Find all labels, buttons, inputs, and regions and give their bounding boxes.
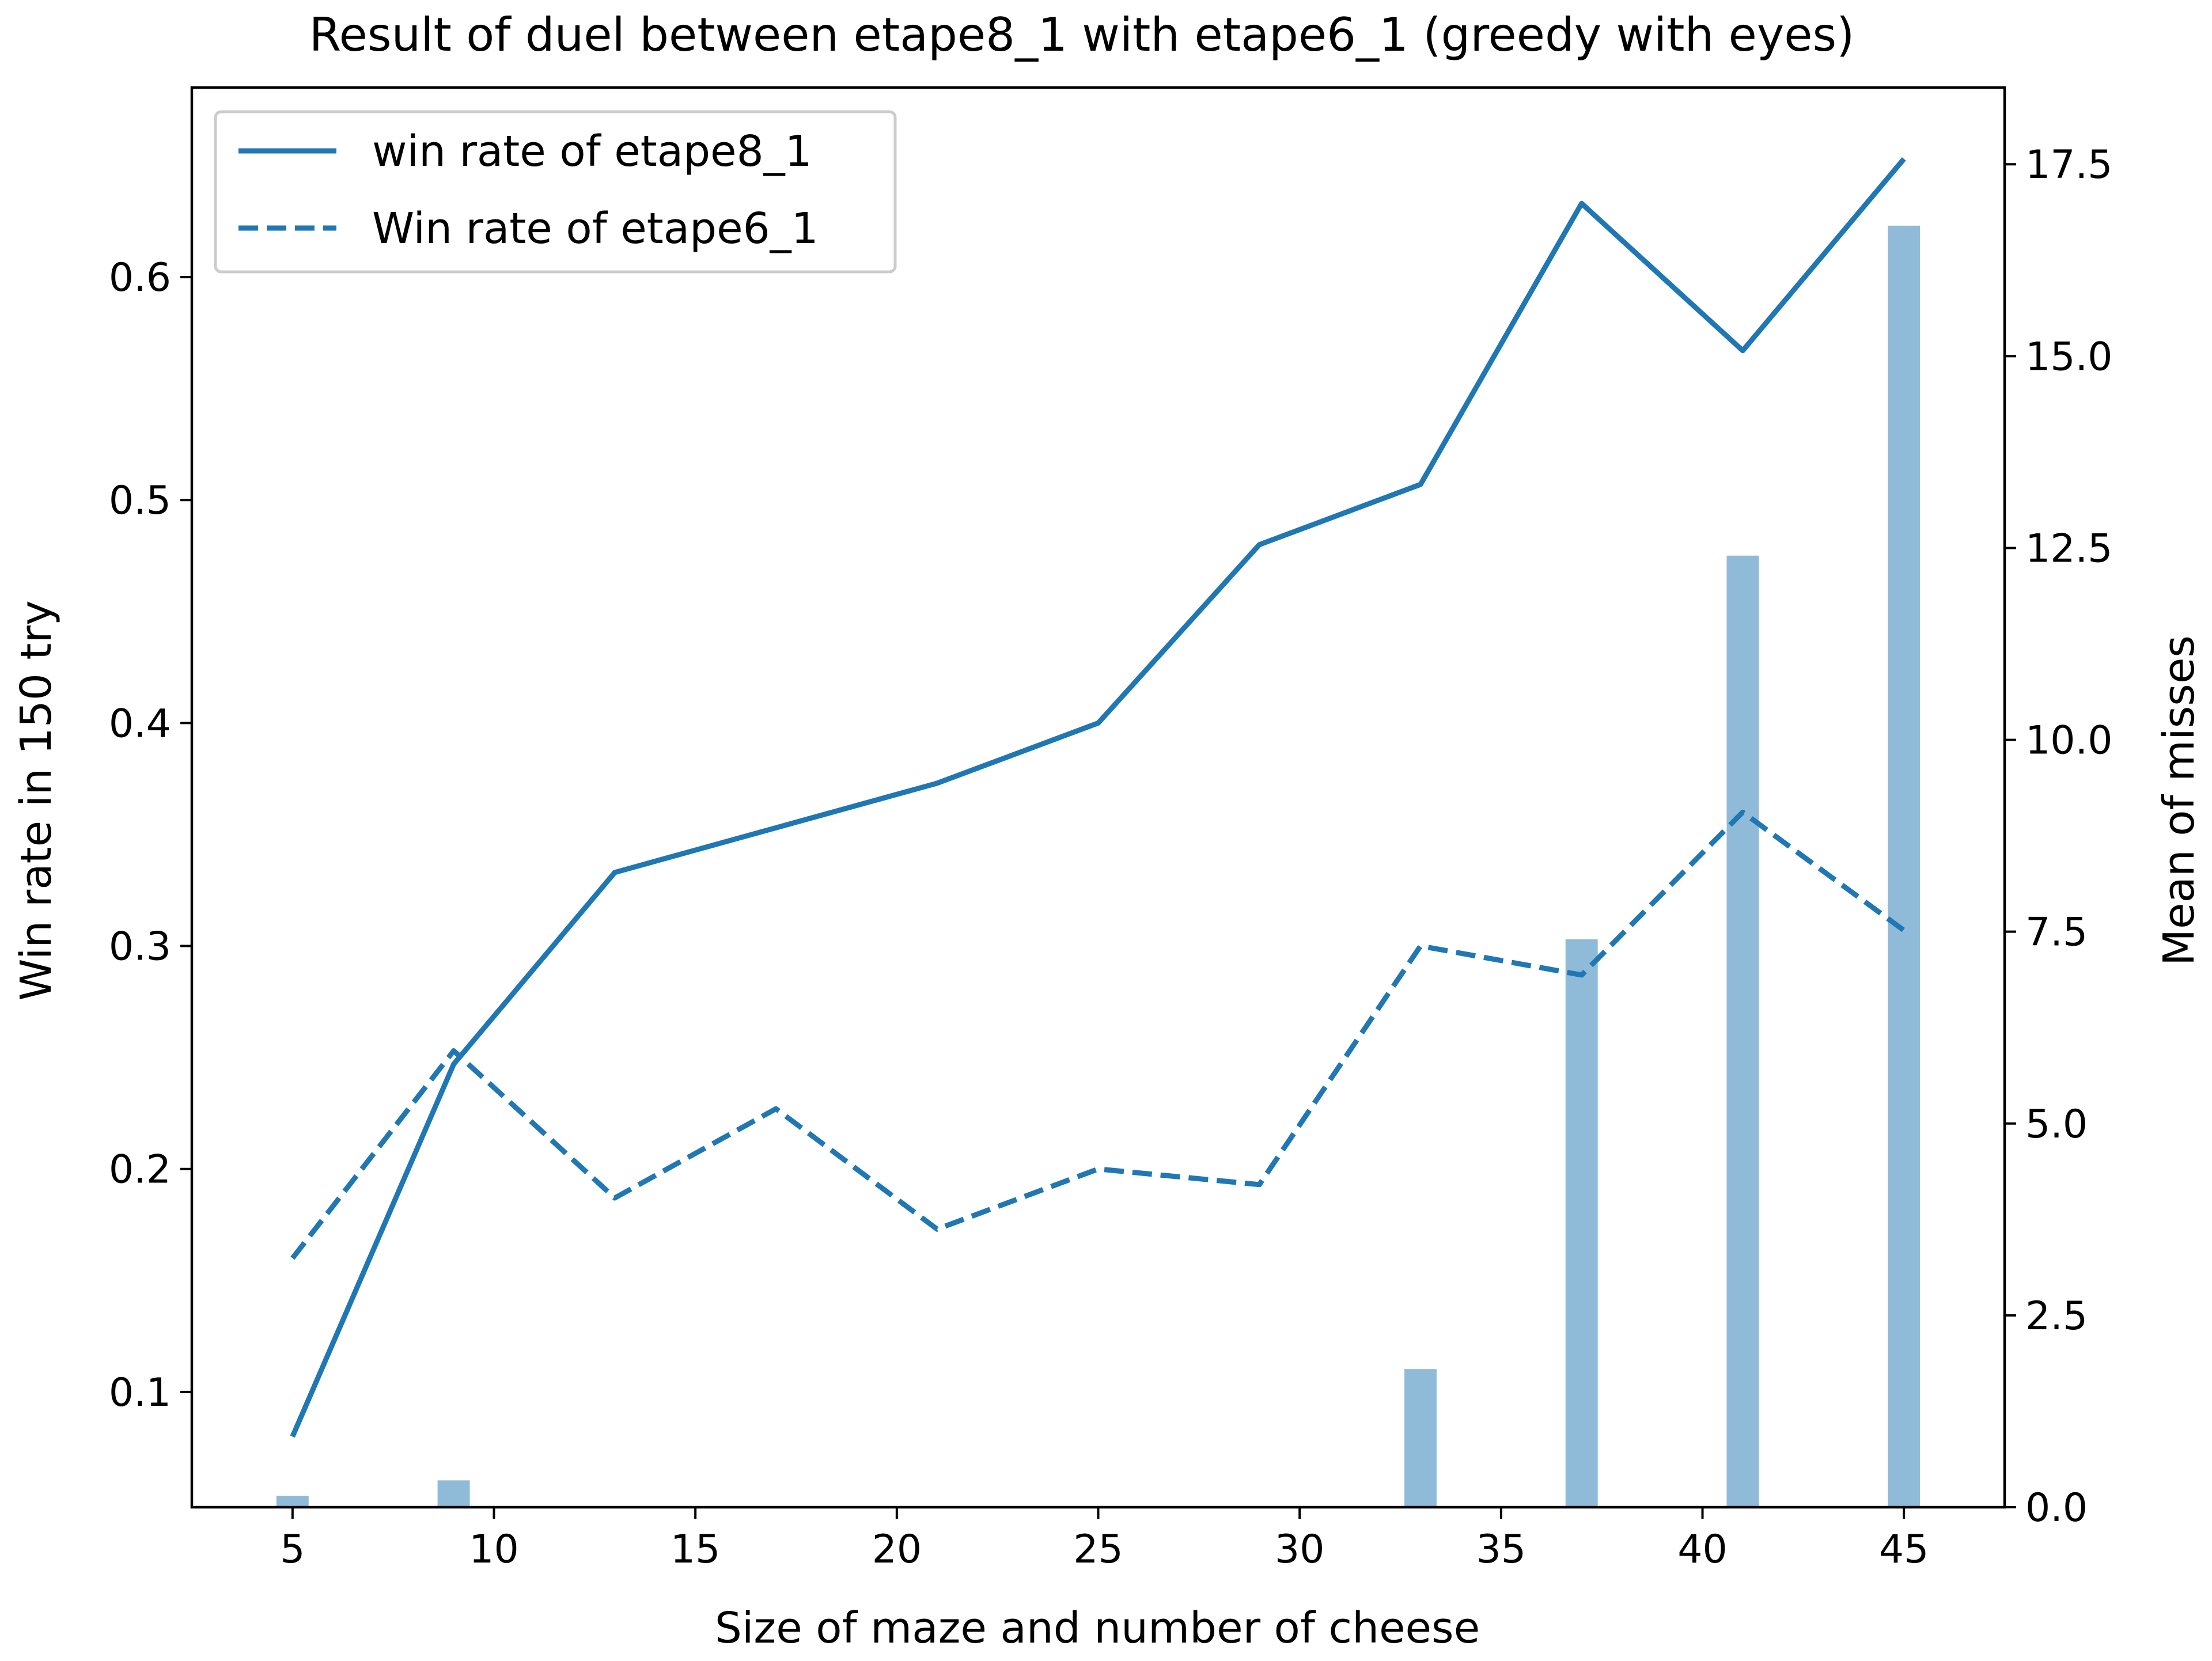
y-axis-label: Win rate in 150 try (12, 600, 61, 1000)
bar (1565, 939, 1598, 1507)
chart-title: Result of duel between etape8_1 with eta… (309, 8, 1855, 62)
x-tick-label: 45 (1879, 1527, 1929, 1572)
y2-tick-label: 0.0 (2025, 1485, 2088, 1531)
y-tick-label: 0.1 (109, 1370, 171, 1416)
y-tick-label: 0.5 (109, 478, 171, 524)
x-tick-label: 40 (1677, 1527, 1728, 1572)
bar (1726, 555, 1759, 1507)
y-tick-label: 0.4 (109, 701, 171, 746)
y2-axis-label: Mean of misses (2154, 635, 2204, 966)
y2-tick-label: 15.0 (2025, 334, 2112, 380)
y-tick-label: 0.3 (109, 924, 171, 970)
x-tick-label: 20 (872, 1527, 922, 1572)
lines-layer (290, 157, 1906, 1438)
axes-layer: 5 10 15 20 25 30 35 40 45 0.1 0.2 0.3 0.4 0.5 0.6 0.0 2.… (109, 86, 2112, 1572)
y2-tick-label: 2.5 (2025, 1294, 2088, 1339)
y2-tick-label: 17.5 (2025, 142, 2112, 188)
legend-frame (214, 110, 897, 274)
y2-tick-label: 5.0 (2025, 1102, 2088, 1147)
x-tick-label: 5 (280, 1527, 305, 1572)
y-tick-label: 0.6 (109, 255, 171, 301)
series-line-etape8 (290, 157, 1906, 1438)
y-tick-label: 0.2 (109, 1147, 171, 1193)
series-line-etape6 (290, 809, 1906, 1260)
x-tick-label: 10 (469, 1527, 519, 1572)
x-axis-label: Size of maze and number of cheese (715, 1603, 1480, 1653)
y2-tick-label: 7.5 (2025, 910, 2088, 955)
y2-tick-label: 10.0 (2025, 718, 2112, 764)
x-tick-label: 15 (671, 1527, 721, 1572)
y2-tick-label: 12.5 (2025, 526, 2112, 571)
x-tick-label: 25 (1073, 1527, 1123, 1572)
bar (1888, 225, 1921, 1507)
legend-label: Win rate of etape6_1 (372, 204, 819, 253)
x-tick-label: 30 (1275, 1527, 1325, 1572)
bar (276, 1496, 309, 1507)
legend: win rate of etape8_1 Win rate of etape6_… (214, 110, 897, 274)
bars-layer (276, 225, 1921, 1507)
x-tick-label: 35 (1476, 1527, 1527, 1572)
bar (1404, 1369, 1437, 1507)
legend-label: win rate of etape8_1 (372, 127, 812, 176)
bar (437, 1480, 470, 1507)
